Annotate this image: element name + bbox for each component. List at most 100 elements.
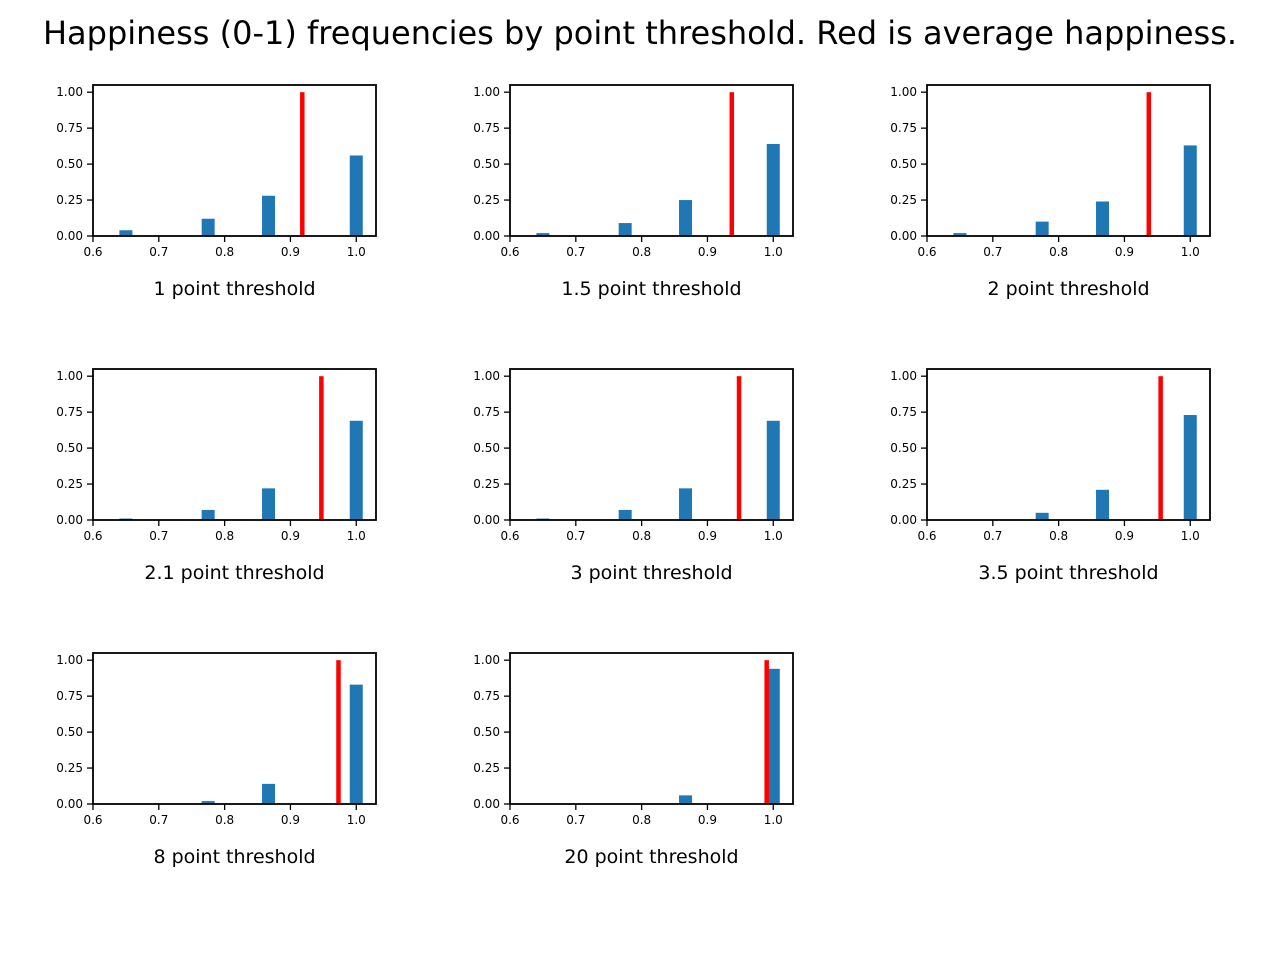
x-tick-label: 0.7 bbox=[983, 245, 1002, 259]
x-tick-label: 0.9 bbox=[281, 245, 300, 259]
histogram-bar bbox=[201, 218, 215, 236]
histogram-bar bbox=[679, 488, 693, 520]
average-happiness-line bbox=[764, 660, 769, 804]
y-tick-label: 0.50 bbox=[56, 157, 83, 171]
y-tick-label: 0.75 bbox=[56, 689, 83, 703]
x-tick-label: 1.0 bbox=[1181, 529, 1200, 543]
y-tick-label: 0.25 bbox=[473, 761, 500, 775]
x-tick-label: 1.0 bbox=[347, 813, 366, 827]
y-tick-label: 1.00 bbox=[473, 653, 500, 667]
histogram-bar bbox=[766, 668, 780, 804]
histogram-bar bbox=[1035, 512, 1049, 520]
axes-frame bbox=[509, 84, 794, 237]
histogram-bar bbox=[618, 223, 632, 236]
y-tick-label: 0.50 bbox=[890, 157, 917, 171]
histogram-bar bbox=[536, 233, 550, 236]
x-tick-label: 0.8 bbox=[215, 529, 234, 543]
x-axis-label: 3 point threshold bbox=[570, 562, 732, 584]
subplot-2: 0.6 0.7 0.8 0.9 1.0 0.00 0.25 0.50 0.75 1.00 1.5 p… bbox=[473, 84, 794, 300]
x-tick-label: 0.7 bbox=[983, 529, 1002, 543]
y-tick-label: 0.00 bbox=[56, 229, 83, 243]
average-happiness-line bbox=[336, 660, 341, 804]
histogram-bar bbox=[1183, 145, 1197, 236]
x-tick-label: 0.6 bbox=[83, 529, 102, 543]
histogram-bar bbox=[1096, 489, 1110, 520]
y-tick-label: 1.00 bbox=[473, 369, 500, 383]
x-tick-label: 0.8 bbox=[1049, 245, 1068, 259]
y-tick-label: 0.75 bbox=[473, 405, 500, 419]
x-tick-label: 0.7 bbox=[566, 245, 585, 259]
x-tick-label: 0.7 bbox=[149, 245, 168, 259]
histogram-bar bbox=[119, 230, 133, 236]
y-tick-label: 0.00 bbox=[473, 797, 500, 811]
average-happiness-line bbox=[319, 376, 324, 520]
x-tick-label: 0.9 bbox=[1115, 529, 1134, 543]
x-tick-label: 0.6 bbox=[917, 529, 936, 543]
subplot-8: 0.6 0.7 0.8 0.9 1.0 0.00 0.25 0.50 0.75 1.00 20 po… bbox=[473, 652, 794, 868]
subplot-4: 0.6 0.7 0.8 0.9 1.0 0.00 0.25 0.50 0.75 1.00 2.1 p… bbox=[56, 368, 377, 584]
x-tick-label: 0.9 bbox=[281, 529, 300, 543]
axes-frame bbox=[509, 368, 794, 521]
average-happiness-line bbox=[1158, 376, 1163, 520]
subplot-1: 0.6 0.7 0.8 0.9 1.0 0.00 0.25 0.50 0.75 1.00 1 poi… bbox=[56, 84, 377, 300]
x-tick-label: 0.9 bbox=[281, 813, 300, 827]
y-tick-label: 0.75 bbox=[473, 689, 500, 703]
x-tick-label: 0.6 bbox=[917, 245, 936, 259]
histogram-bar bbox=[679, 200, 693, 236]
x-axis-label: 3.5 point threshold bbox=[978, 562, 1158, 584]
x-tick-label: 0.8 bbox=[632, 813, 651, 827]
average-happiness-line bbox=[729, 92, 735, 236]
y-tick-label: 0.00 bbox=[890, 229, 917, 243]
x-tick-label: 0.7 bbox=[566, 529, 585, 543]
histogram-bar bbox=[679, 795, 693, 804]
x-tick-label: 1.0 bbox=[764, 813, 783, 827]
y-tick-label: 0.25 bbox=[56, 193, 83, 207]
x-tick-label: 1.0 bbox=[347, 245, 366, 259]
histogram-bar bbox=[1183, 415, 1197, 520]
histogram-bar bbox=[766, 420, 780, 520]
histogram-bar bbox=[766, 143, 780, 236]
y-tick-label: 0.00 bbox=[473, 513, 500, 527]
x-tick-label: 0.8 bbox=[1049, 529, 1068, 543]
x-tick-label: 1.0 bbox=[764, 245, 783, 259]
histogram-bar bbox=[1096, 201, 1110, 236]
histogram-bar bbox=[349, 155, 363, 236]
subplot-3: 0.6 0.7 0.8 0.9 1.0 0.00 0.25 0.50 0.75 1.00 2 poi… bbox=[890, 84, 1211, 300]
x-tick-label: 0.8 bbox=[215, 813, 234, 827]
y-tick-label: 0.25 bbox=[890, 477, 917, 491]
x-tick-label: 0.8 bbox=[632, 529, 651, 543]
average-happiness-line bbox=[300, 92, 305, 236]
x-tick-label: 0.9 bbox=[698, 529, 717, 543]
y-tick-label: 0.50 bbox=[890, 441, 917, 455]
y-tick-label: 0.25 bbox=[890, 193, 917, 207]
subplot-5: 0.6 0.7 0.8 0.9 1.0 0.00 0.25 0.50 0.75 1.00 3 poi… bbox=[473, 368, 794, 584]
subplot-6: 0.6 0.7 0.8 0.9 1.0 0.00 0.25 0.50 0.75 1.00 3.5 p… bbox=[890, 368, 1211, 584]
y-tick-label: 0.50 bbox=[56, 725, 83, 739]
x-tick-label: 0.9 bbox=[698, 813, 717, 827]
axes-frame bbox=[926, 84, 1211, 237]
axes-frame bbox=[509, 652, 794, 805]
y-tick-label: 0.75 bbox=[56, 405, 83, 419]
y-tick-label: 0.25 bbox=[56, 477, 83, 491]
y-tick-label: 0.75 bbox=[56, 121, 83, 135]
y-tick-label: 0.00 bbox=[56, 513, 83, 527]
y-tick-label: 0.25 bbox=[56, 761, 83, 775]
y-tick-label: 1.00 bbox=[56, 85, 83, 99]
x-tick-label: 0.6 bbox=[83, 813, 102, 827]
y-tick-label: 0.75 bbox=[890, 121, 917, 135]
axes-frame bbox=[92, 84, 377, 237]
histogram-bar bbox=[953, 233, 967, 236]
x-axis-label: 2 point threshold bbox=[987, 278, 1149, 300]
x-tick-label: 0.6 bbox=[500, 529, 519, 543]
x-tick-label: 0.7 bbox=[149, 813, 168, 827]
y-tick-label: 0.75 bbox=[890, 405, 917, 419]
x-axis-label: 20 point threshold bbox=[564, 846, 738, 868]
histogram-bar bbox=[201, 801, 215, 804]
y-tick-label: 0.25 bbox=[473, 477, 500, 491]
x-tick-label: 0.7 bbox=[566, 813, 585, 827]
axes-frame bbox=[926, 368, 1211, 521]
x-tick-label: 0.9 bbox=[698, 245, 717, 259]
y-tick-label: 0.00 bbox=[890, 513, 917, 527]
histogram-bar bbox=[262, 783, 276, 804]
